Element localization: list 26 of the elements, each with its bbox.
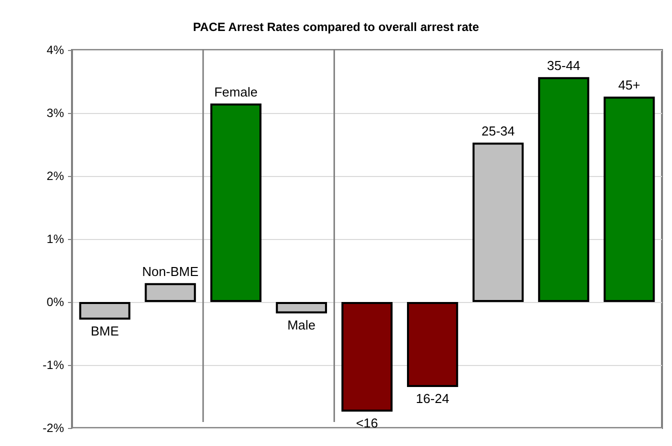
- y-tick-label: 2%: [46, 169, 64, 183]
- y-tick-label: -1%: [42, 358, 64, 372]
- x-tick-label: 16-24: [416, 391, 450, 406]
- x-tick-label: <16: [356, 416, 378, 431]
- bar: [210, 104, 262, 302]
- y-tick-label: 4%: [46, 43, 64, 57]
- x-tick-label: BME: [90, 324, 120, 339]
- y-tick-label: 3%: [46, 106, 64, 120]
- x-tick-label: Non-BME: [142, 264, 199, 280]
- bar: [472, 142, 524, 302]
- y-tick-label: 1%: [46, 232, 64, 246]
- x-tick-label: 35-44: [547, 58, 580, 74]
- bar: [604, 96, 655, 302]
- bar: [341, 302, 393, 412]
- x-tick-label: Female: [214, 84, 258, 100]
- bar: [538, 77, 590, 302]
- chart-title: PACE Arrest Rates compared to overall arrest rate: [192, 20, 480, 34]
- bar: [144, 283, 196, 302]
- y-tick-label: 0%: [46, 295, 64, 309]
- y-tick-label: -2%: [42, 421, 64, 435]
- x-tick-label: Male: [287, 317, 316, 332]
- bar: [406, 302, 458, 388]
- x-tick-label: 45+: [618, 78, 640, 93]
- x-tick-label: 25-34: [481, 124, 515, 139]
- bar: [276, 302, 328, 314]
- bar: [79, 302, 130, 320]
